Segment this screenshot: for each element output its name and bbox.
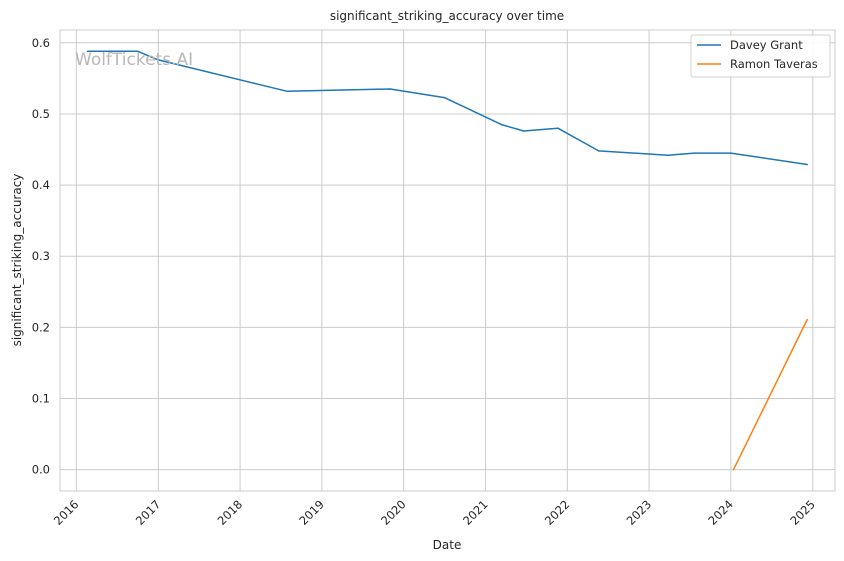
- y-axis-title: significant_striking_accuracy: [10, 174, 24, 347]
- series-layer: [86, 50, 808, 471]
- chart-title: significant_striking_accuracy over time: [330, 9, 564, 23]
- data-point-davey-grant: [500, 123, 503, 126]
- data-point-davey-grant: [136, 50, 139, 53]
- x-tick-label: 2024: [705, 497, 736, 528]
- x-tick-label: 2023: [624, 497, 655, 528]
- data-point-davey-grant: [86, 50, 89, 53]
- series-line-ramon-taveras: [732, 319, 808, 471]
- data-point-davey-grant: [389, 88, 391, 90]
- x-tick-label: 2018: [215, 497, 246, 528]
- data-point-davey-grant: [157, 59, 160, 61]
- x-tick-label: 2025: [787, 497, 818, 528]
- y-tick-label: 0.3: [32, 249, 50, 263]
- x-tick-label: 2021: [460, 497, 491, 528]
- legend-box: [690, 34, 831, 78]
- series-line-davey-grant: [87, 50, 808, 166]
- y-tick-label: 0.6: [32, 36, 50, 50]
- data-point-davey-grant: [597, 150, 600, 152]
- data-point-davey-grant: [522, 130, 525, 132]
- data-point-davey-grant: [693, 152, 696, 154]
- data-point-ramon-taveras: [806, 318, 808, 321]
- watermark-text: WolfTickets.AI: [75, 50, 193, 70]
- data-point-davey-grant: [285, 90, 288, 92]
- x-tick-label: 2017: [133, 497, 164, 528]
- data-point-davey-grant: [806, 163, 808, 166]
- x-tick-label: 2016: [51, 497, 82, 528]
- data-point-ramon-taveras: [732, 468, 735, 471]
- data-point-davey-grant: [557, 127, 559, 129]
- y-tick-label: 0.1: [32, 392, 50, 406]
- x-axis-title: Date: [433, 538, 462, 552]
- legend-label-ramon-taveras: Ramon Taveras: [730, 57, 818, 71]
- x-tick-label: 2020: [378, 497, 409, 528]
- legend-label-davey-grant: Davey Grant: [730, 38, 803, 52]
- x-tick-label: 2019: [296, 497, 327, 528]
- data-point-davey-grant: [730, 152, 732, 154]
- y-tick-label: 0.4: [32, 178, 50, 192]
- plot-area: [59, 29, 836, 492]
- legend: Davey Grant Ramon Taveras: [690, 34, 831, 78]
- y-tick-label: 0.0: [32, 463, 50, 477]
- y-tick-label: 0.2: [32, 320, 50, 334]
- data-point-davey-grant: [443, 96, 446, 99]
- y-tick-label: 0.5: [32, 107, 50, 121]
- x-tick-label: 2022: [542, 497, 573, 528]
- data-point-davey-grant: [666, 154, 669, 156]
